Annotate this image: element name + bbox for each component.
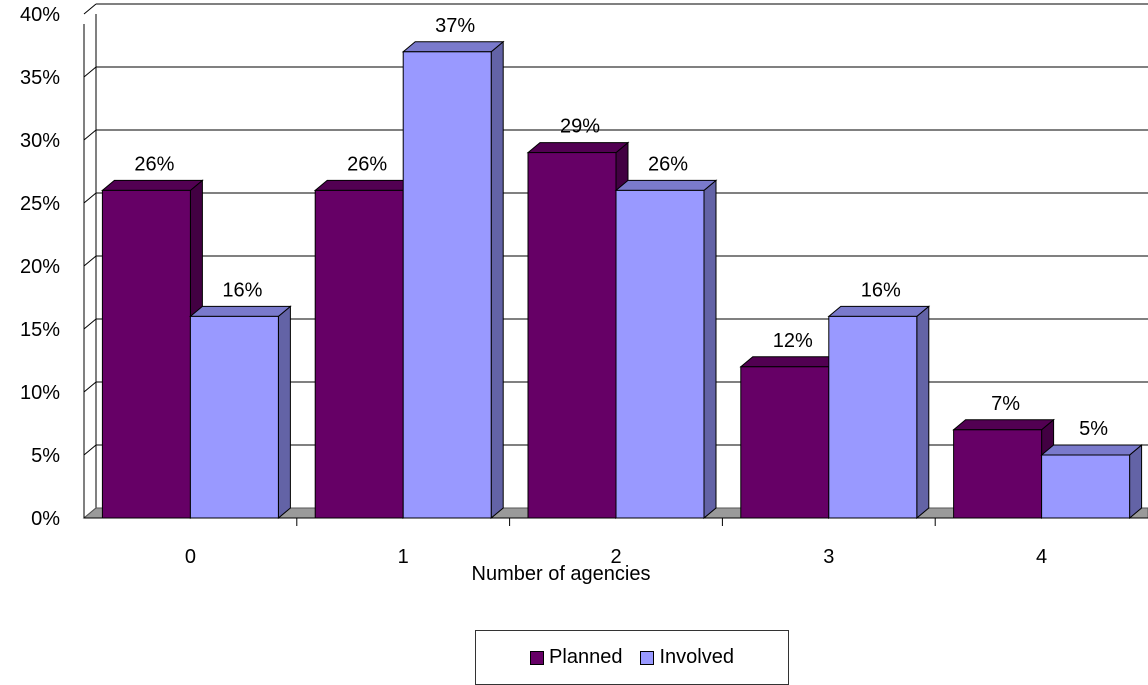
bar-involved-1	[401, 40, 505, 520]
data-label: 26%	[134, 153, 174, 175]
gridline-tick	[83, 444, 97, 456]
x-tick-label: 3	[823, 546, 834, 568]
bar-planned-1	[313, 179, 417, 520]
data-label: 16%	[861, 279, 901, 301]
bar-planned-0	[101, 179, 204, 520]
legend-label-involved: Involved	[659, 646, 734, 668]
legend: Planned Involved	[475, 630, 789, 685]
bar-involved-3	[827, 305, 931, 520]
data-label: 37%	[435, 15, 475, 37]
bar-involved-0	[189, 305, 292, 520]
legend-swatch-involved	[640, 650, 655, 665]
x-tick-label: 4	[1036, 546, 1047, 568]
data-label: 5%	[1079, 418, 1108, 440]
gridline-tick	[83, 3, 97, 15]
data-label: 26%	[648, 153, 688, 175]
bar-involved-4	[1040, 443, 1143, 520]
x-tick-label: 1	[398, 546, 409, 568]
data-label: 7%	[991, 393, 1020, 415]
gridline-tick	[83, 255, 97, 267]
gridline-tick	[83, 129, 97, 141]
gridline-tick	[83, 192, 97, 204]
bar-planned-3	[739, 355, 843, 520]
bars	[101, 40, 1143, 520]
legend-item-planned: Planned	[530, 646, 622, 669]
y-tick-label: 30%	[20, 130, 60, 152]
y-tick-label: 20%	[20, 256, 60, 278]
bar-involved-2	[614, 179, 718, 520]
y-tick-label: 40%	[20, 4, 60, 26]
y-tick-label: 25%	[20, 193, 60, 215]
gridline-tick	[83, 318, 97, 330]
x-axis: 0 1 2 3 4	[185, 518, 1047, 568]
x-axis-title: Number of agencies	[472, 563, 651, 585]
x-tick-label: 0	[185, 546, 196, 568]
data-label: 12%	[773, 330, 813, 352]
bar-planned-4	[952, 418, 1055, 520]
y-tick-label: 10%	[20, 382, 60, 404]
gridline-tick	[83, 381, 97, 393]
y-axis: 0% 5% 10% 15% 20% 25% 30% 35% 40%	[20, 4, 85, 530]
data-label: 29%	[560, 116, 600, 138]
y-tick-label: 5%	[31, 445, 60, 467]
x-tick-label: 2	[610, 546, 621, 568]
data-label: 16%	[222, 279, 262, 301]
y-tick-label: 35%	[20, 67, 60, 89]
y-tick-label: 0%	[31, 508, 60, 530]
gridline-tick	[83, 66, 97, 78]
data-label: 26%	[347, 153, 387, 175]
y-tick-label: 15%	[20, 319, 60, 341]
legend-item-involved: Involved	[640, 646, 734, 669]
legend-label-planned: Planned	[549, 646, 623, 668]
data-labels: 26% 16% 26% 37% 29% 26% 12% 16% 7% 5%	[134, 15, 1108, 440]
legend-swatch-planned	[530, 650, 545, 665]
bar-planned-2	[526, 141, 630, 520]
